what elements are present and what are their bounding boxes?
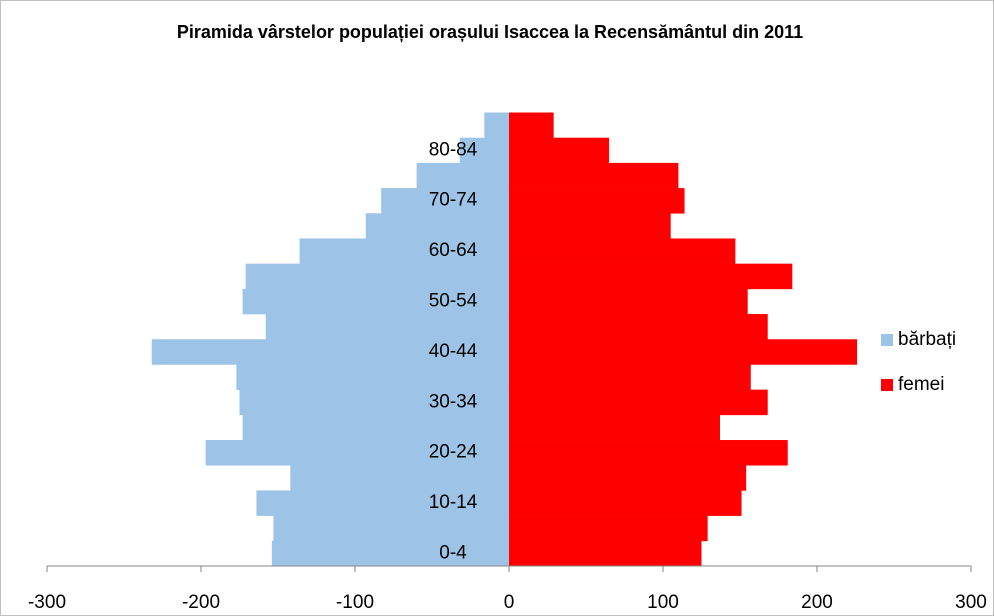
bar xyxy=(509,213,671,239)
bar xyxy=(265,314,509,340)
bar xyxy=(509,263,793,290)
bar xyxy=(205,440,509,466)
bar xyxy=(290,465,509,491)
y-tick-label: 10-14 xyxy=(429,492,478,513)
bar xyxy=(509,414,720,441)
bar xyxy=(509,339,858,365)
x-tick-label: 200 xyxy=(801,592,833,613)
x-tick-label: -100 xyxy=(336,592,374,613)
bar xyxy=(484,112,509,138)
bar xyxy=(509,188,685,214)
x-tick-label: 300 xyxy=(955,592,987,613)
bar xyxy=(242,288,509,315)
bar xyxy=(256,490,509,516)
bar xyxy=(509,288,748,315)
y-tick-label: 40-44 xyxy=(429,341,478,362)
bar xyxy=(242,414,509,441)
y-tick-label: 20-24 xyxy=(429,442,478,463)
x-tick-label: 100 xyxy=(647,592,679,613)
bar xyxy=(509,465,747,491)
bar xyxy=(509,238,736,264)
x-tick-label: -300 xyxy=(28,592,66,613)
y-tick-label: 70-74 xyxy=(429,190,478,211)
bar xyxy=(509,389,768,416)
y-tick-label: 0-4 xyxy=(439,542,467,563)
bar xyxy=(509,490,742,516)
chart-title: Piramida vârstelor populației orașului I… xyxy=(176,22,804,42)
bar xyxy=(381,188,509,214)
y-tick-label: 80-84 xyxy=(429,139,478,160)
bar xyxy=(509,112,554,138)
bar xyxy=(509,440,788,466)
bar xyxy=(239,389,509,416)
legend-label: bărbați xyxy=(898,329,956,350)
y-tick-label: 60-64 xyxy=(429,240,478,261)
x-tick-label: 0 xyxy=(504,592,515,613)
bar xyxy=(509,515,708,542)
bar xyxy=(509,540,702,567)
bar xyxy=(273,515,509,542)
x-tick-label: -200 xyxy=(182,592,220,613)
y-tick-label: 30-34 xyxy=(429,391,478,412)
bar xyxy=(151,339,509,365)
bar xyxy=(245,263,509,290)
bar xyxy=(416,162,509,189)
bar xyxy=(271,540,509,567)
bar xyxy=(509,137,610,164)
bar xyxy=(459,137,509,164)
bar xyxy=(365,213,509,239)
bar xyxy=(509,314,768,340)
bar xyxy=(236,364,510,390)
legend-label: femei xyxy=(898,374,944,395)
bar xyxy=(509,162,679,189)
legend-swatch xyxy=(881,379,893,391)
bar xyxy=(509,364,751,390)
bar xyxy=(299,238,509,264)
legend-swatch xyxy=(881,334,893,346)
y-tick-label: 50-54 xyxy=(429,290,478,311)
